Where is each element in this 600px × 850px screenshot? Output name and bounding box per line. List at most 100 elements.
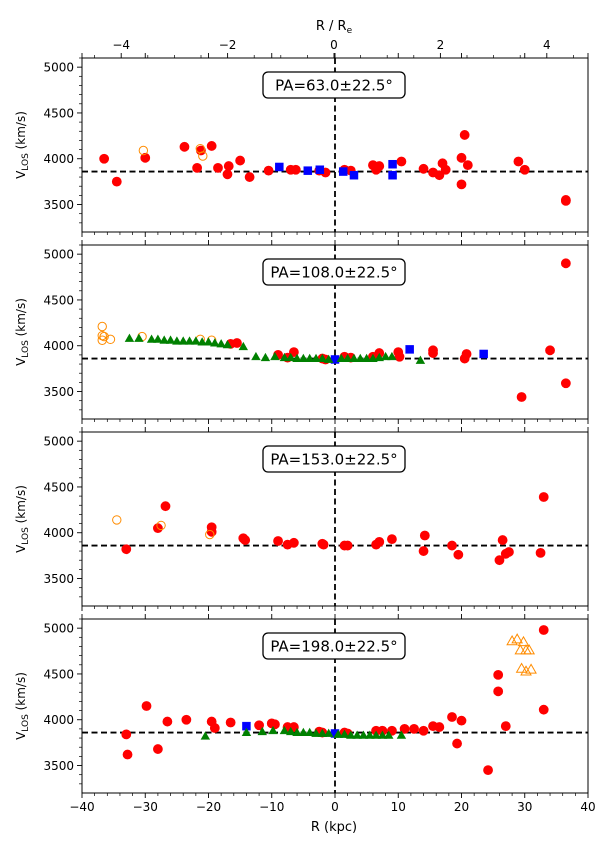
data-point [317, 353, 328, 363]
data-point [222, 169, 233, 180]
y-tick-label: 4000 [43, 339, 74, 353]
data-point [181, 714, 192, 725]
y-tick-label: 4500 [43, 106, 74, 120]
data-point [374, 352, 384, 362]
data-point [560, 195, 571, 205]
data-point [461, 349, 472, 359]
data-point [206, 141, 217, 151]
data-point [216, 339, 226, 348]
data-point [178, 336, 188, 345]
data-point [493, 669, 504, 680]
data-point [538, 704, 549, 715]
data-point [418, 163, 429, 174]
data-point [292, 353, 302, 363]
data-point [288, 537, 299, 548]
data-point [374, 536, 385, 547]
panel-4: 3500 4000 4500 5000 −40 −30 −20 −10 0 10 20 30 40 VLO… [14, 614, 596, 814]
y-axis-label-main: V [14, 170, 28, 179]
data-point [112, 515, 122, 525]
y-tick-label: 4500 [43, 480, 74, 494]
top-axis-tick-label: 4 [543, 38, 551, 52]
data-point [342, 540, 353, 551]
data-point [535, 547, 546, 558]
y-tick-label: 4000 [43, 713, 74, 727]
panel-3: 3500 4000 4500 5000 VLOS (km/s) PA=153.0±22.5… [14, 427, 589, 611]
data-point [124, 333, 135, 342]
data-point [560, 378, 571, 389]
y-axis-label-unit: (km/s) [14, 298, 28, 340]
data-point [311, 728, 321, 737]
data-point [333, 729, 343, 738]
series-orange-open-triangles [506, 633, 537, 676]
data-point [121, 729, 132, 740]
x-tick-label: −30 [133, 800, 158, 814]
data-point [286, 352, 296, 362]
data-point [346, 730, 356, 739]
x-tick-label: −20 [196, 800, 221, 814]
data-point [418, 725, 429, 736]
data-point [361, 353, 372, 363]
data-point [203, 337, 214, 346]
pa-label-box [262, 258, 406, 286]
x-tick-label: 20 [454, 800, 469, 814]
top-axis-tick-label: −4 [112, 38, 130, 52]
data-point [213, 162, 223, 173]
y-axis-label-main: V [14, 731, 28, 740]
data-point [165, 335, 176, 344]
data-point [257, 726, 267, 736]
x-tick-label: 0 [331, 800, 339, 814]
data-point [146, 334, 157, 343]
data-point [179, 141, 190, 152]
series-orange-open-circles [138, 143, 208, 161]
data-point [428, 345, 438, 356]
data-point [209, 723, 220, 733]
pa-label: PA=63.0±22.5° [275, 77, 393, 95]
data-point [519, 164, 530, 175]
top-axis-tick-label: −2 [219, 38, 237, 52]
data-point [159, 335, 169, 344]
y-tick-label: 3500 [43, 385, 74, 399]
data-point [270, 719, 280, 730]
top-axis-tick-label: 2 [437, 38, 445, 52]
pa-label-box [262, 632, 406, 660]
data-point [97, 330, 107, 341]
data-point [399, 723, 410, 734]
data-point [323, 728, 334, 737]
data-point [240, 535, 251, 545]
data-point [275, 162, 284, 172]
data-point [318, 539, 329, 550]
data-point [538, 492, 549, 502]
data-point [122, 749, 133, 760]
data-point [387, 351, 397, 361]
data-point [515, 662, 528, 673]
data-point [279, 352, 290, 362]
series-red-filled-circles [99, 130, 571, 206]
data-point [405, 345, 414, 354]
data-point [317, 728, 328, 737]
data-point [459, 130, 470, 140]
data-point [419, 530, 430, 541]
y-axis-label-unit: (km/s) [14, 111, 28, 153]
y-axis-label-unit: (km/s) [14, 485, 28, 527]
data-point [479, 349, 488, 359]
data-point [235, 155, 246, 166]
data-point [352, 730, 362, 739]
data-point [456, 152, 467, 163]
y-tick-label: 4500 [43, 667, 74, 681]
data-point [440, 164, 451, 175]
data-point [336, 353, 347, 363]
data-point [409, 723, 419, 734]
data-point [374, 161, 385, 171]
data-point [349, 170, 359, 180]
data-point [384, 730, 394, 739]
data-point [415, 355, 426, 364]
y-axis-label-main: V [14, 357, 28, 366]
data-point [184, 336, 195, 345]
y-tick-label: 5000 [43, 622, 74, 636]
data-point [456, 179, 467, 190]
data-point [304, 353, 315, 363]
data-point [338, 167, 348, 176]
data-point [298, 727, 309, 737]
data-point [516, 392, 527, 402]
